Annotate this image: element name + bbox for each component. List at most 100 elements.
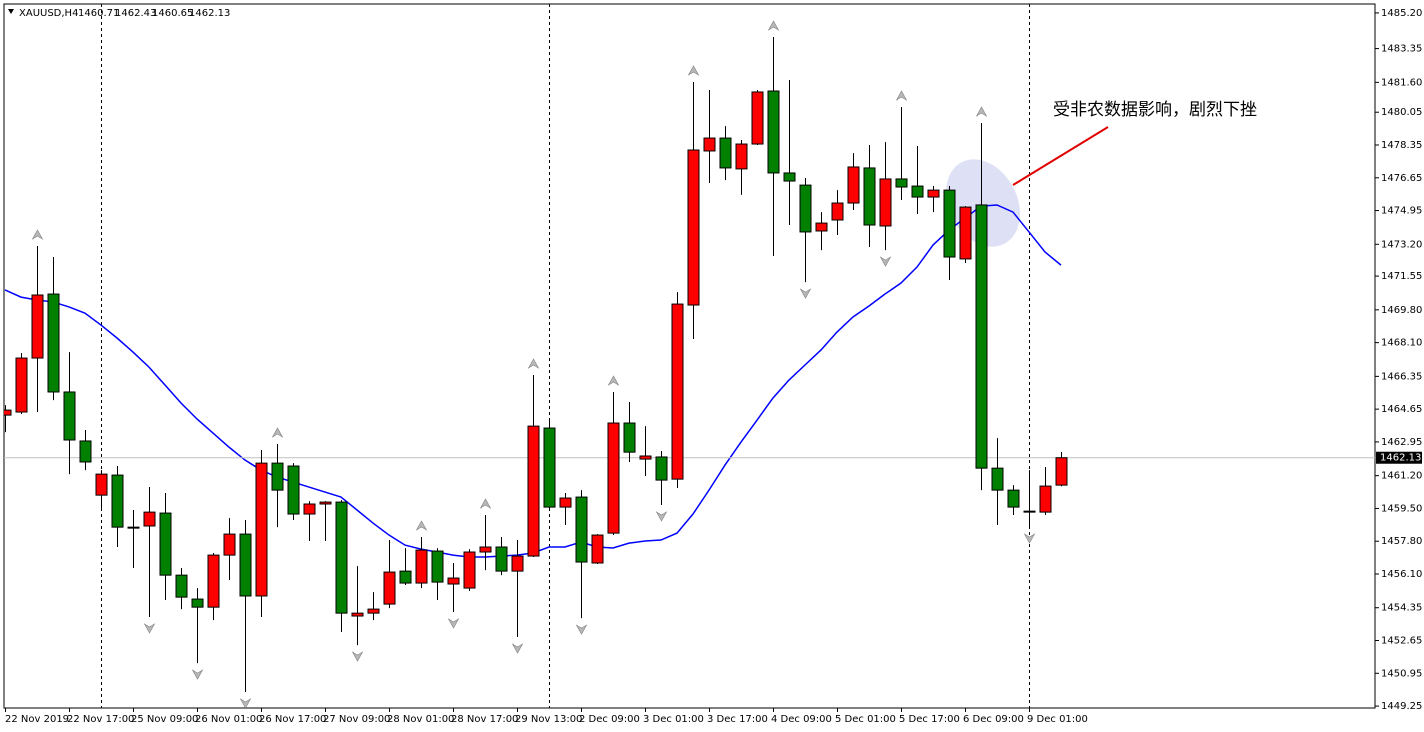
y-tick-label: 1468.10 [1381,338,1422,349]
candle-body [31,294,44,359]
candle-body [111,474,124,528]
candle-body [911,185,924,198]
candle-body [495,546,508,572]
candle-body [671,303,684,480]
candle-body [239,533,252,597]
candle-body [127,526,140,529]
candle-body [511,555,524,572]
y-tick-label: 1476.65 [1381,173,1422,184]
candle-body [175,574,188,598]
candle-body [543,427,556,508]
y-tick-label: 1462.95 [1381,437,1422,448]
y-tick-label: 1464.65 [1381,404,1422,415]
y-tick-label: 1454.35 [1381,603,1422,614]
candle-body [815,222,828,232]
fractal-down [239,698,252,708]
candle-body [479,546,492,553]
candle-body [751,91,764,145]
x-tick-label: 3 Dec 01:00 [643,714,704,725]
candle-body [799,184,812,233]
candle-body [895,178,908,188]
fractal-down [351,651,364,662]
x-tick-label: 29 Nov 13:00 [515,714,582,725]
candle-body [559,497,572,508]
candle-body [255,462,268,597]
x-tick-label: 22 Nov 17:00 [67,714,134,725]
fractal-up [895,90,908,101]
fractal-down [1023,533,1036,544]
header-close: 1462.13 [189,8,230,19]
x-tick-label: 27 Nov 09:00 [323,714,390,725]
fractal-down [511,643,524,654]
y-tick-label: 1474.95 [1381,206,1422,217]
fractal-down [143,623,156,634]
candle-body [271,462,284,491]
plot-frame [3,3,1376,709]
y-tick-label: 1456.10 [1381,569,1422,580]
x-tick-label: 26 Nov 01:00 [195,714,262,725]
y-tick-label: 1459.50 [1381,503,1422,514]
x-tick-label: 28 Nov 17:00 [451,714,518,725]
fractal-up [31,229,44,240]
x-tick-label: 6 Dec 09:00 [963,714,1024,725]
fractal-up [271,427,284,438]
candle-body [975,204,988,469]
candle-body [351,612,364,617]
y-tick-label: 1485.20 [1381,8,1422,19]
candle-body [95,473,108,496]
y-tick-label: 1450.95 [1381,668,1422,679]
plot-area [4,4,1375,708]
candle-body [719,137,732,169]
candle-body [4,409,12,416]
x-tick-label: 22 Nov 2019 [5,714,69,725]
fractal-down [191,669,204,680]
x-tick-label: 26 Nov 17:00 [259,714,326,725]
candle-body [447,577,460,585]
candle-body [927,189,940,198]
candle-body [1023,510,1036,513]
y-tick-label: 1483.35 [1381,44,1422,55]
price-label: 1462.13 [1380,453,1421,464]
y-tick-label: 1481.60 [1381,77,1422,88]
candle-body [431,550,444,583]
x-tick-label: 25 Nov 09:00 [131,714,198,725]
candle-body [63,391,76,441]
price-label-box [1376,451,1422,464]
candle-body [655,456,668,481]
fractal-down [447,618,460,629]
candle-body [527,425,540,557]
candle-body [687,149,700,306]
candle-body [767,90,780,174]
candle-body [943,189,956,258]
fractal-up [687,65,700,76]
candle-body [287,465,300,515]
candle-body [367,608,380,614]
candle-body [1007,489,1020,508]
x-tick-label: 3 Dec 17:00 [707,714,768,725]
y-tick-label: 1473.20 [1381,239,1422,250]
fractal-down [799,288,812,299]
x-tick-label: 9 Dec 01:00 [1027,714,1088,725]
y-tick-label: 1469.80 [1381,305,1422,316]
candle-body [143,511,156,527]
candle-body [223,533,236,556]
x-tick-label: 2 Dec 09:00 [579,714,640,725]
header-low: 1460.65 [152,8,193,19]
candle-body [319,501,332,505]
x-tick-label: 5 Dec 17:00 [899,714,960,725]
annotation-arrow [1012,126,1109,186]
y-tick-label: 1478.35 [1381,140,1422,151]
fractal-up [479,498,492,509]
fractal-up [607,375,620,386]
header-open: 1460.71 [78,8,119,19]
fractal-down [655,511,668,522]
candle-body [639,455,652,460]
candle-body [159,512,172,576]
fractal-down [575,624,588,635]
candle-body [591,534,604,564]
annotation-text: 受非农数据影响，剧烈下挫 [1053,100,1257,120]
candle-body [383,571,396,605]
header-text: XAUUSD,H41460.711462.431460.651462.13 [19,8,230,19]
candle-body [783,172,796,182]
